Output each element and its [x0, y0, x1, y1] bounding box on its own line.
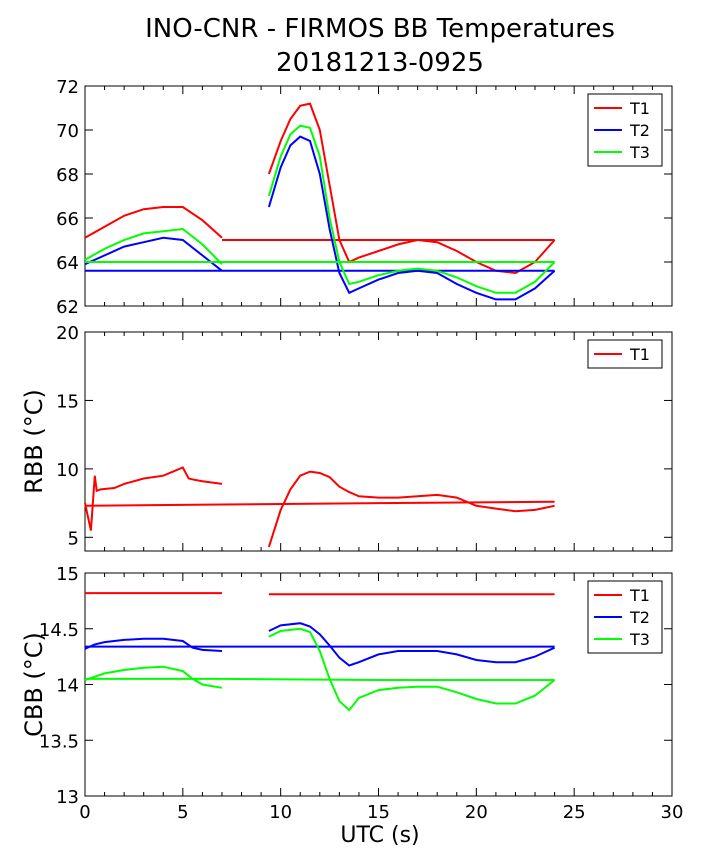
x-tick-label: 0 — [79, 802, 90, 823]
series-line-T3 — [85, 677, 555, 681]
y-tick-label: 10 — [56, 460, 79, 481]
x-tick-label: 10 — [269, 802, 292, 823]
legend-label: T1 — [629, 99, 650, 118]
series-line-T3 — [267, 124, 556, 294]
figure-title: INO-CNR - FIRMOS BB Temperatures — [145, 14, 615, 44]
x-tick-label: 5 — [177, 802, 188, 823]
y-tick-label: 72 — [56, 77, 79, 98]
series-line-T3 — [268, 627, 556, 712]
y-tick-label: 62 — [56, 297, 79, 318]
plot-frame — [84, 572, 673, 797]
series-line-T2 — [268, 622, 556, 667]
series-line-T1 — [84, 500, 555, 507]
legend-label: T3 — [629, 143, 650, 162]
series-line-T1 — [267, 102, 556, 275]
y-axis-label: CBB (°C) — [20, 632, 48, 737]
legend-label: T3 — [629, 630, 650, 649]
x-tick-label: 30 — [661, 802, 684, 823]
series-line-T3 — [84, 665, 223, 689]
x-tick-label: 25 — [563, 802, 586, 823]
series-line-T1 — [84, 466, 223, 531]
series-line-T1 — [267, 470, 555, 548]
cbb-panel: 0 5 10 15 20 25 30 13 13.5 14 14.5 15 CBB (°C) T1 T2 T3 — [20, 564, 683, 823]
y-tick-label: 20 — [56, 323, 79, 344]
legend-label: T1 — [629, 345, 650, 364]
y-tick-label: 13 — [56, 787, 79, 808]
y-axis-label: RBB (°C) — [20, 389, 48, 494]
y-tick-label: 64 — [56, 253, 79, 274]
series-line-T3 — [84, 227, 223, 265]
y-tick-label: 15 — [56, 564, 79, 585]
plot-frame — [84, 331, 673, 552]
y-tick-label: 66 — [56, 209, 79, 230]
series-line-T2 — [84, 637, 223, 652]
figure-subtitle: 20181213-0925 — [276, 48, 484, 78]
y-tick-label: 14 — [56, 676, 79, 697]
plot-frame — [84, 85, 673, 307]
y-tick-label: 14.5 — [39, 620, 79, 641]
x-axis-label: UTC (s) — [340, 823, 419, 848]
rbb-panel: 5 10 15 20 RBB (°C) T1 — [20, 323, 673, 552]
x-tick-label: 15 — [367, 802, 390, 823]
series-line-T2 — [84, 236, 223, 272]
temperature-panel: 62 64 66 68 70 72 T1 T2 T3 — [56, 77, 673, 318]
series-line-T2 — [267, 135, 556, 301]
y-tick-label: 15 — [56, 391, 79, 412]
series-line-T1 — [84, 206, 223, 239]
y-tick-label: 13.5 — [39, 731, 79, 752]
legend-label: T1 — [629, 586, 650, 605]
legend-label: T2 — [629, 608, 650, 627]
y-tick-label: 5 — [68, 528, 79, 549]
y-tick-label: 68 — [56, 165, 79, 186]
x-tick-label: 20 — [465, 802, 488, 823]
y-tick-label: 70 — [56, 121, 79, 142]
legend-label: T2 — [629, 121, 650, 140]
